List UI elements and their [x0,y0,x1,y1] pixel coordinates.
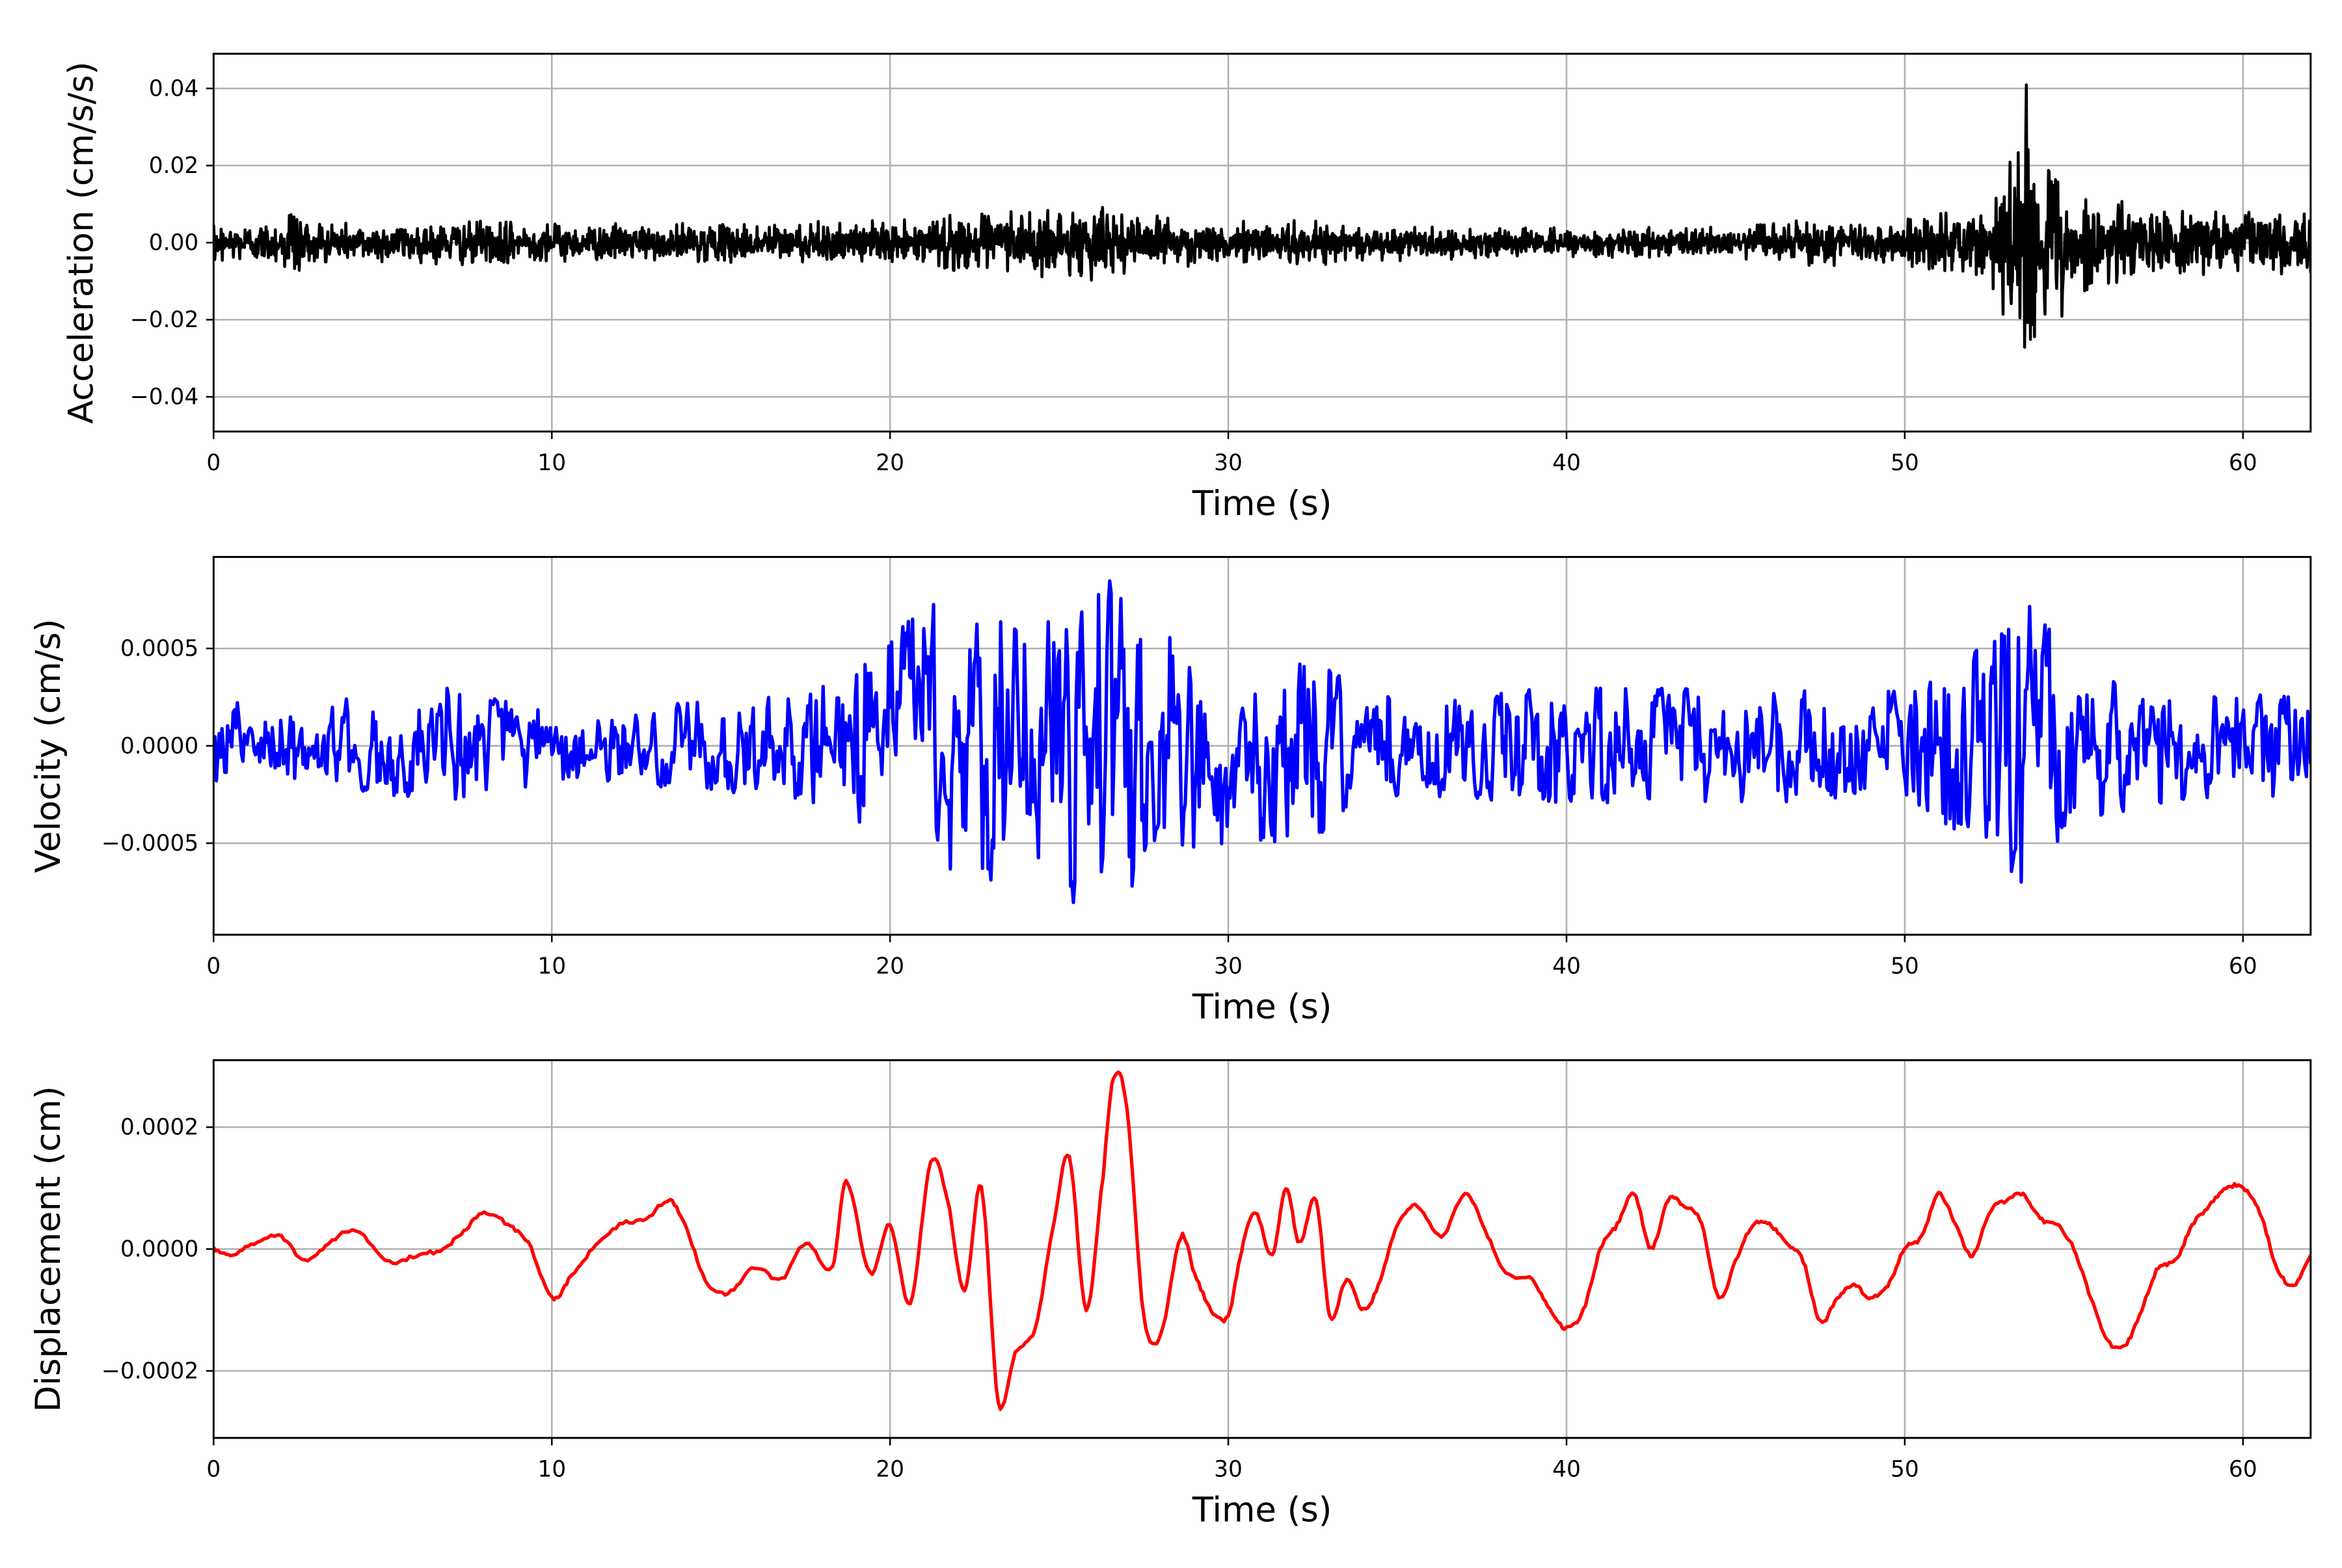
velocity-xtick-label: 60 [2229,953,2257,979]
displacement-xtick-label: 40 [1552,1457,1581,1483]
displacement-xtick-label: 30 [1214,1457,1243,1483]
displacement-xtick-label: 20 [876,1457,904,1483]
velocity-ytick-label: −0.0005 [101,831,198,857]
displacement-xtick-label: 60 [2229,1457,2257,1483]
velocity-xtick-label: 20 [876,953,904,979]
acceleration-ytick-label: 0.02 [149,153,199,179]
displacement-panel: 0 10 20 30 40 50 60 −0.0002 0.0000 0.0002 Time (s)… [29,1059,2312,1530]
acceleration-series-line [213,83,2311,349]
acceleration-ytick-label: −0.04 [130,384,198,410]
acceleration-y-axis-label: Acceleration (cm/s/s) [61,62,101,424]
velocity-xtick-label: 50 [1891,953,1919,979]
displacement-ytick-label: 0.0000 [120,1236,198,1262]
displacement-xtick-label: 50 [1891,1457,1919,1483]
displacement-xtick-label: 10 [537,1457,566,1483]
velocity-ytick-label: 0.0005 [120,636,198,662]
displacement-ytick-label: −0.0002 [101,1358,198,1384]
velocity-xtick-label: 40 [1552,953,1581,979]
velocity-xtick-label: 0 [206,953,221,979]
velocity-panel: 0 10 20 30 40 50 60 −0.0005 0.0000 0.0005 Time (s)… [29,555,2312,1027]
velocity-xtick-label: 30 [1214,953,1243,979]
acceleration-ytick-label: 0.04 [149,75,199,101]
acceleration-ytick-label: −0.02 [130,307,198,333]
displacement-ytick-label: 0.0002 [120,1115,198,1141]
acceleration-x-axis-label: Time (s) [1192,484,1332,524]
acceleration-xtick-label: 10 [537,450,566,476]
acceleration-xtick-label: 50 [1891,450,1919,476]
velocity-y-axis-label: Velocity (cm/s) [29,618,68,873]
displacement-xtick-label: 0 [206,1457,221,1483]
velocity-x-axis-label: Time (s) [1192,987,1332,1027]
acceleration-ytick-label: 0.00 [149,230,199,256]
acceleration-xtick-label: 60 [2229,450,2257,476]
velocity-series-line [213,579,2311,905]
acceleration-xtick-label: 40 [1552,450,1581,476]
acceleration-xtick-label: 20 [876,450,904,476]
velocity-ytick-label: 0.0000 [120,733,198,759]
acceleration-xtick-label: 0 [206,450,221,476]
displacement-y-axis-label: Displacement (cm) [29,1086,68,1412]
displacement-x-axis-label: Time (s) [1192,1491,1332,1530]
acceleration-panel: 0 10 20 30 40 50 60 −0.04 −0.02 0.00 0.02 0.04 Time … [61,53,2312,524]
acceleration-xtick-label: 30 [1214,450,1243,476]
displacement-series-line [213,1070,2311,1411]
velocity-xtick-label: 10 [537,953,566,979]
